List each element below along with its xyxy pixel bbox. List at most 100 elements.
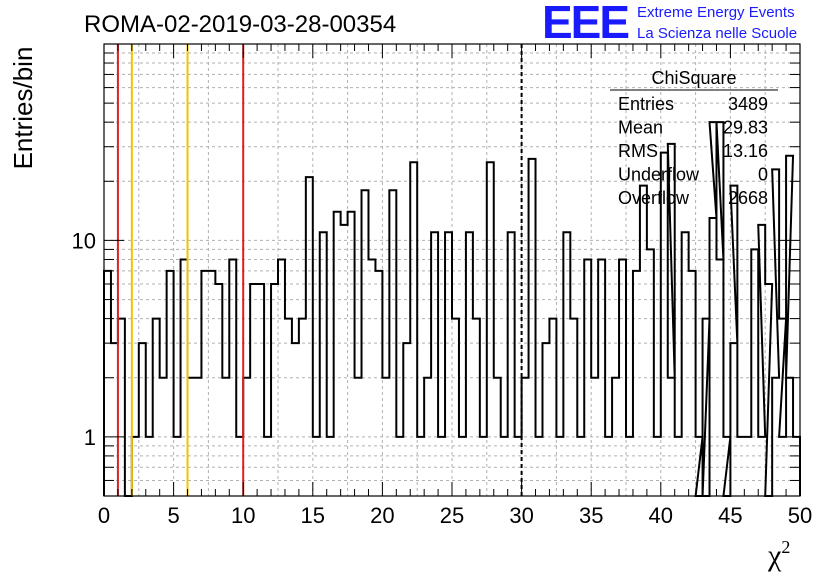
histogram-bin [382, 378, 389, 496]
x-tick-label: 25 [440, 503, 464, 528]
histogram-bin [313, 437, 320, 496]
y-axis-label: Entries/bin [8, 47, 38, 170]
histogram-bin [257, 284, 264, 496]
histogram-bin [779, 437, 786, 496]
histogram-bin [201, 271, 208, 496]
histogram-bin [320, 232, 327, 496]
histogram-bin [515, 437, 522, 496]
eee-logo: EEE Extreme Energy Events La Scienza nel… [542, 0, 797, 48]
histogram-bin [584, 259, 591, 496]
histogram-bin [633, 271, 640, 496]
histogram-bin [174, 437, 181, 496]
histogram-bin [334, 212, 341, 496]
histogram-bin [529, 159, 536, 496]
histogram-bin [751, 249, 758, 496]
histogram-bin [563, 232, 570, 496]
histogram-bin [341, 225, 348, 496]
histogram-bin [396, 437, 403, 496]
stats-title: ChiSquare [651, 68, 736, 88]
histogram-bin [466, 232, 473, 496]
y-tick-label: 10 [72, 228, 96, 253]
histogram-bin [153, 319, 160, 496]
histogram-bin [167, 271, 174, 496]
axis-ticks: 0 5 10 15 20 25 30 35 40 45 50 1 10 [72, 44, 812, 528]
stats-row-value: 0 [758, 165, 768, 185]
histogram-bin [654, 437, 661, 496]
histogram-bin [194, 378, 201, 496]
stats-row-value: 2668 [728, 188, 768, 208]
histogram-bin [348, 212, 355, 496]
histogram-bin [229, 259, 236, 496]
histogram-outline [103, 121, 801, 497]
histogram-bin [556, 437, 563, 496]
histogram-bin [473, 319, 480, 496]
histogram-bin [118, 319, 125, 496]
stats-row-label: RMS [618, 141, 658, 161]
histogram-bin [612, 378, 619, 496]
histogram-bin [299, 319, 306, 496]
x-tick-label: 20 [370, 503, 394, 528]
reference-lines [116, 44, 523, 496]
x-tick-label: 0 [98, 503, 110, 528]
eee-logo-mark: EEE [542, 0, 628, 48]
stats-row-label: Underflow [618, 165, 700, 185]
histogram-bin [389, 190, 396, 496]
histogram-bin [250, 284, 257, 496]
histogram-bin [139, 343, 146, 496]
histogram-bin [236, 437, 243, 496]
histogram-bin [424, 378, 431, 496]
histogram-bin [536, 437, 543, 496]
histogram-bin [480, 437, 487, 496]
y-tick-label: 1 [84, 425, 96, 450]
histogram-bin [417, 437, 424, 496]
histogram-bin [459, 437, 466, 496]
histogram-bin [368, 259, 375, 496]
histogram-bin [542, 343, 549, 496]
logo-line-1: Extreme Energy Events [637, 4, 795, 21]
histogram-bin [522, 378, 529, 496]
histogram-bin [682, 232, 689, 496]
histogram-bin [737, 437, 744, 496]
histogram-bin [647, 249, 654, 496]
histogram-bin [292, 343, 299, 496]
histogram-bin [146, 437, 153, 496]
x-tick-label: 40 [649, 503, 673, 528]
histogram-bin [403, 343, 410, 496]
histogram-bin [306, 177, 313, 496]
histogram-bin [271, 284, 278, 496]
x-tick-label: 10 [231, 503, 255, 528]
chart-title: ROMA-02-2019-03-28-00354 [84, 11, 396, 38]
stats-row-label: Mean [618, 118, 663, 138]
x-tick-label: 50 [788, 503, 812, 528]
histogram-bin [208, 271, 215, 496]
logo-line-2: La Scienza nelle Scuole [637, 25, 797, 42]
histogram-bin [104, 271, 111, 496]
x-axis-label: χ2 [767, 537, 790, 572]
histogram-bin [445, 232, 452, 496]
x-tick-label: 5 [167, 503, 179, 528]
histogram-bin [501, 437, 508, 496]
histogram-bin [375, 271, 382, 496]
histogram-bin [410, 162, 417, 496]
histogram-bin [508, 232, 515, 496]
histogram-bin [132, 437, 139, 496]
histogram-bin [675, 437, 682, 496]
histogram-bin [598, 259, 605, 496]
histogram-bin [285, 319, 292, 496]
histogram-bin [605, 437, 612, 496]
histogram-series [103, 121, 801, 497]
histogram-bin [362, 190, 369, 496]
stats-row-value: 3489 [728, 94, 768, 114]
histogram-bin [181, 259, 188, 496]
histogram-bin [278, 259, 285, 496]
histogram-bin [188, 378, 195, 496]
stats-row-value: 13.16 [723, 141, 768, 161]
histogram-bin [549, 319, 556, 496]
stats-row-value: 29.83 [723, 118, 768, 138]
histogram-bin [355, 378, 362, 496]
x-tick-label: 30 [509, 503, 533, 528]
histogram-bin [619, 259, 626, 496]
histogram-bin [744, 437, 751, 496]
histogram-bin [570, 319, 577, 496]
